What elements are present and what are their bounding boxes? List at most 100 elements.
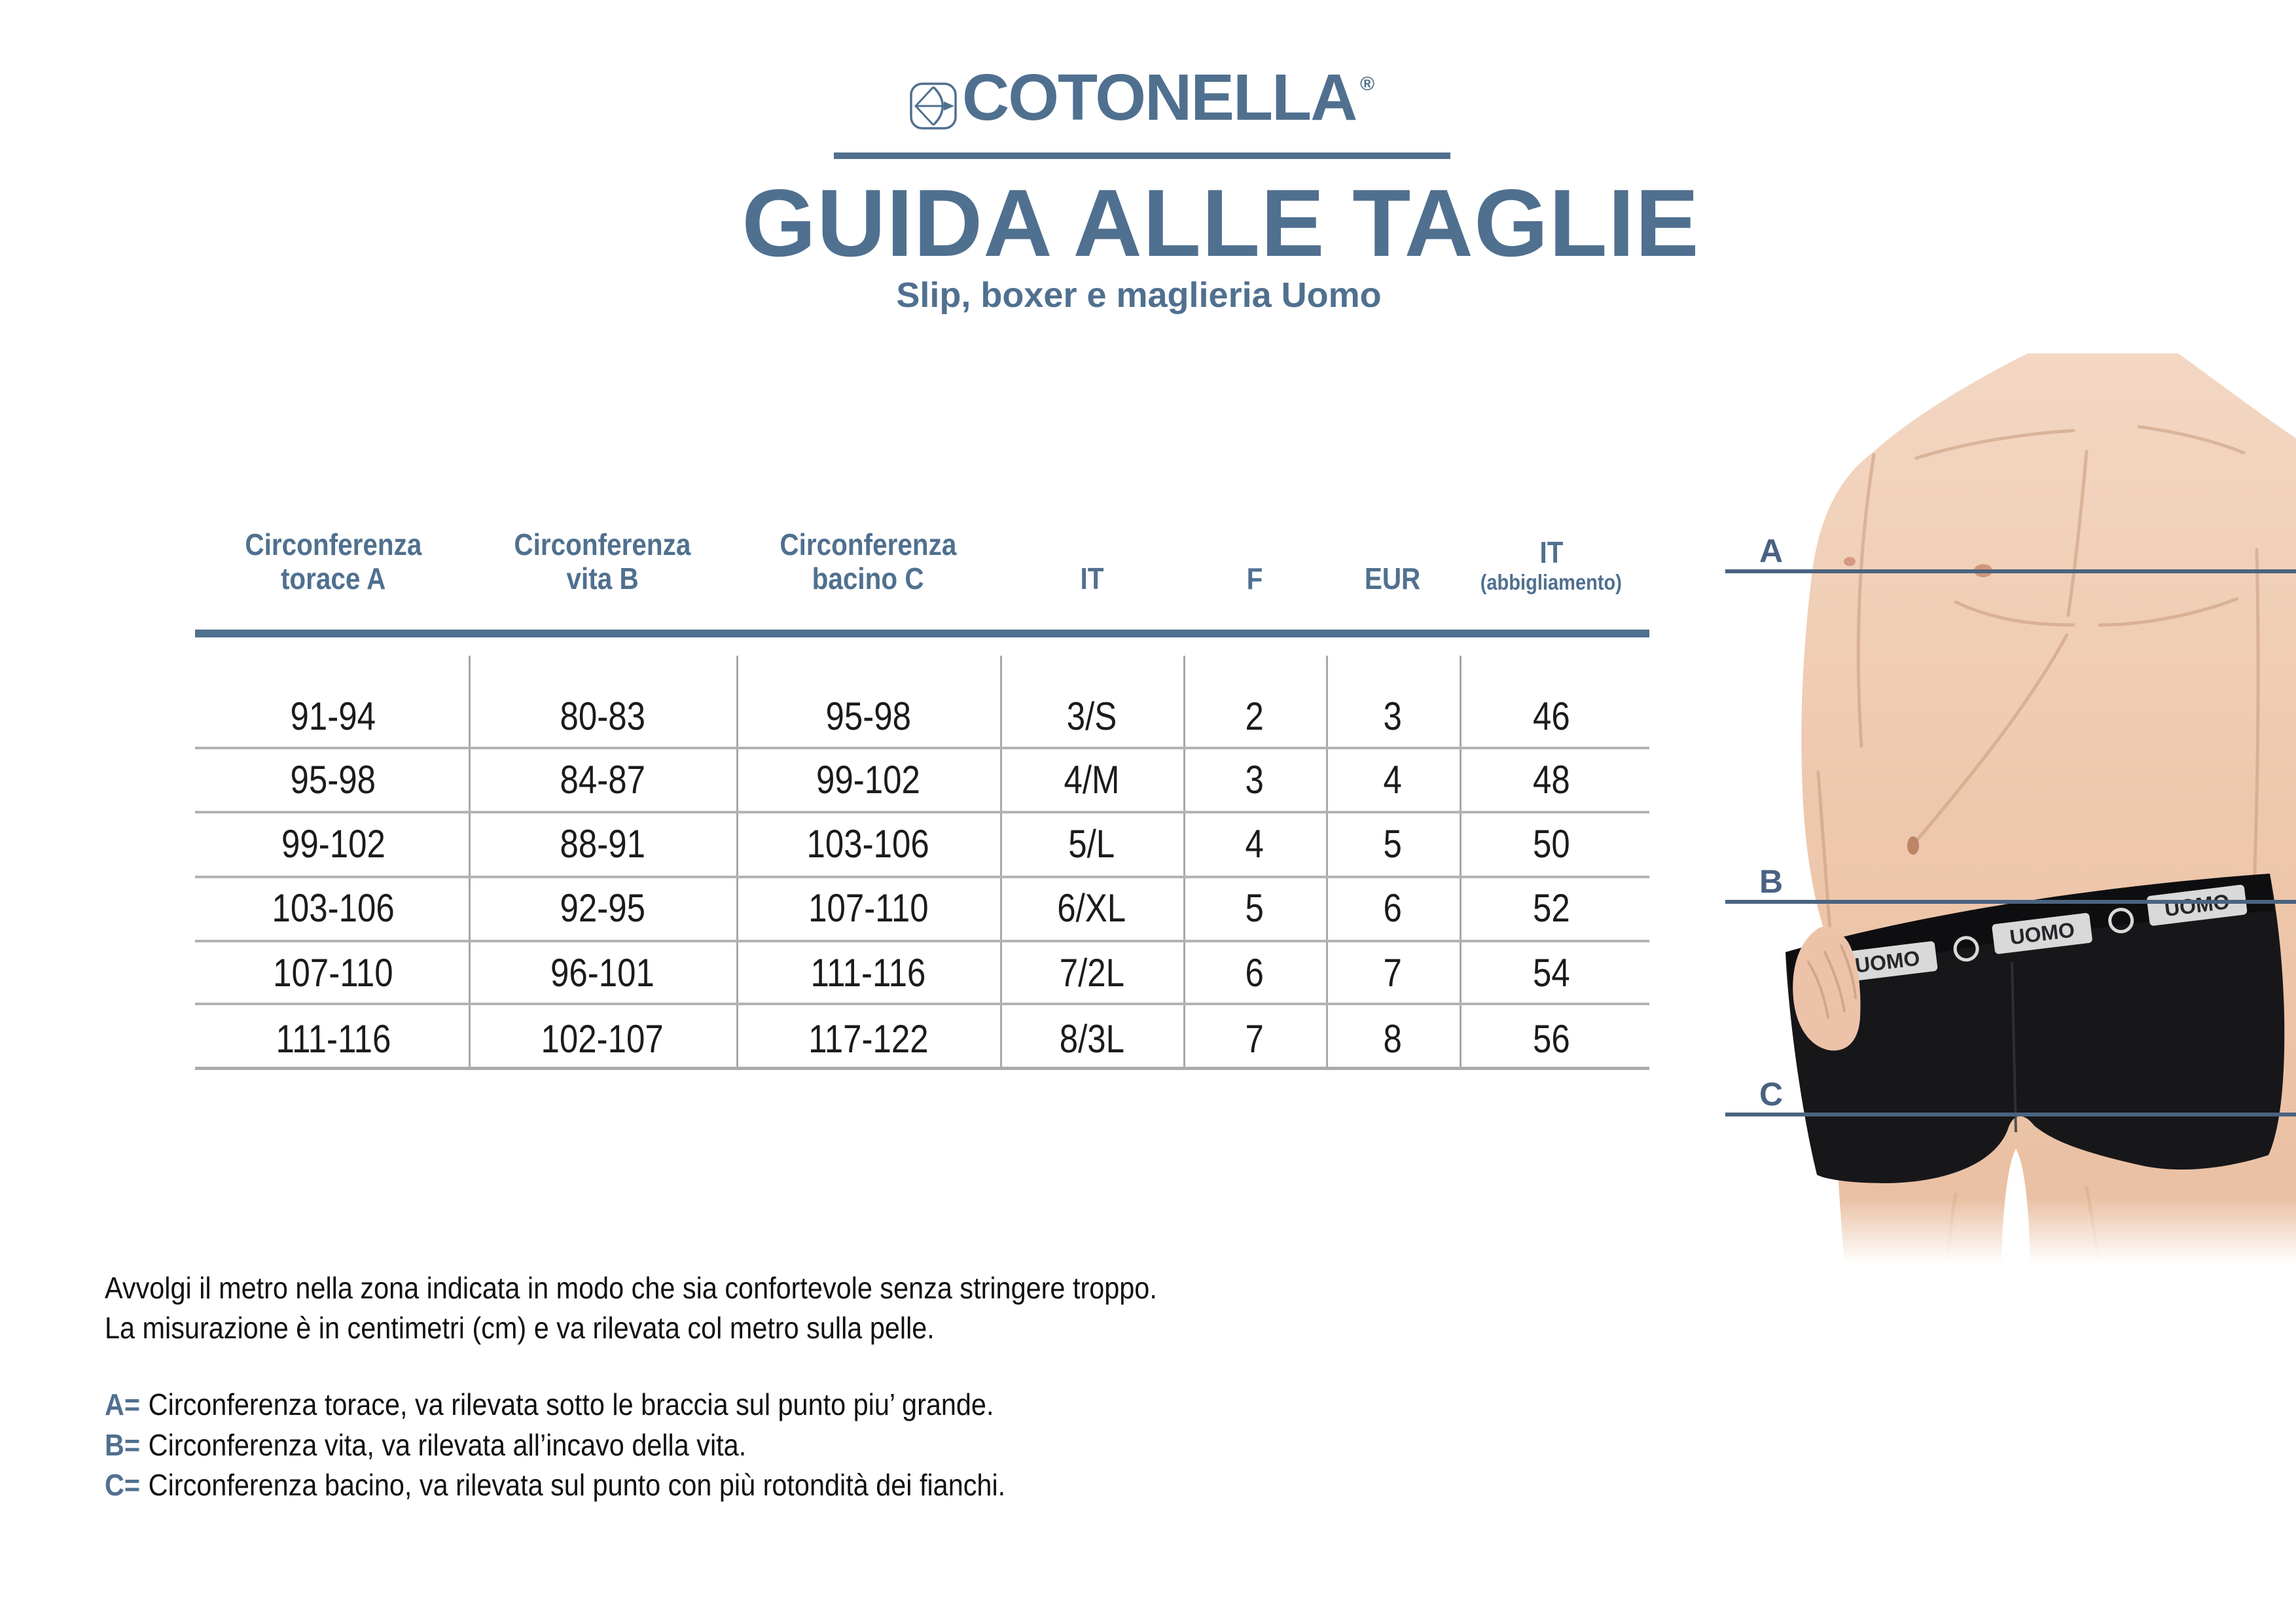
size-cell-r6-c4: 8/3L	[1059, 1017, 1124, 1061]
size-cell-r2-c2: 84-87	[560, 758, 645, 802]
col-header-it-label: IT	[1080, 562, 1103, 596]
size-cell-r6-c1: 111-116	[276, 1017, 391, 1061]
page-subtitle: Slip, boxer e maglieria Uomo	[896, 276, 1382, 315]
row-divider	[195, 811, 1649, 813]
col-header-f-label: F	[1246, 562, 1263, 596]
hand-shape	[1793, 926, 1861, 1051]
size-cell-r1-c6: 3	[1383, 694, 1403, 738]
table-bottom-rule	[195, 1067, 1649, 1070]
column-divider	[736, 656, 738, 1069]
size-cell-r5-c5: 6	[1245, 951, 1265, 995]
measure-label-b: B	[1759, 863, 1784, 900]
definition-a-prefix: A=	[105, 1387, 141, 1421]
column-divider	[469, 656, 471, 1069]
definition-b-text: Circonferenza vita, va rilevata all’inca…	[148, 1428, 747, 1462]
col-header-vita-line1: Circonferenza	[514, 527, 691, 562]
col-header-f: F	[1183, 527, 1326, 596]
definition-a: A= Circonferenza torace, va rilevata sott…	[105, 1385, 1092, 1424]
note-intro-line2-text: La misurazione è in centimetri (cm) e va…	[105, 1311, 935, 1345]
size-cell-r3-c5: 4	[1245, 822, 1265, 866]
logo-underline	[834, 152, 1450, 159]
size-cell-r4-c4: 6/XL	[1057, 886, 1126, 930]
size-cell-r3-c2: 88-91	[560, 822, 645, 866]
measure-line-a	[1725, 569, 2296, 573]
col-header-bacino-line2: bacino C	[812, 562, 924, 596]
col-header-it-abbigliamento: IT (abbigliamento)	[1460, 535, 1643, 596]
definition-b: B= Circonferenza vita, va rilevata all’in…	[105, 1425, 817, 1465]
size-cell-r1-c3: 95-98	[825, 694, 911, 738]
size-cell-r4-c1: 103-106	[272, 886, 395, 930]
waistband-logo-group: UOMO UOMO UOMO	[1837, 884, 2248, 982]
size-cell-r5-c3: 111-116	[810, 951, 926, 995]
cotonella-bow-icon	[910, 82, 957, 130]
definition-a-text: Circonferenza torace, va rilevata sotto …	[148, 1387, 994, 1421]
column-divider	[1000, 656, 1002, 1069]
note-intro-line1-text: Avvolgi il metro nella zona indicata in …	[105, 1271, 1157, 1305]
size-cell-r2-c3: 99-102	[816, 758, 920, 802]
size-cell-r4-c2: 92-95	[560, 886, 645, 930]
col-header-eur-label: EUR	[1365, 562, 1421, 596]
size-cell-r1-c7: 46	[1532, 694, 1570, 738]
size-cell-r2-c7: 48	[1532, 758, 1570, 802]
size-cell-r3-c6: 5	[1383, 822, 1403, 866]
col-header-bacino-line1: Circonferenza	[780, 527, 957, 562]
measure-label-a: A	[1759, 533, 1784, 569]
column-divider	[1460, 656, 1462, 1069]
row-divider	[195, 940, 1649, 942]
size-cell-r5-c7: 54	[1532, 951, 1570, 995]
col-header-it-abb-sublabel: (abbigliamento)	[1480, 570, 1623, 594]
size-cell-r6-c7: 56	[1532, 1017, 1570, 1061]
navel	[1907, 836, 1919, 855]
col-header-vita-line2: vita B	[566, 562, 639, 596]
registered-trademark: ®	[1360, 73, 1375, 95]
row-divider	[195, 747, 1649, 749]
size-cell-r4-c7: 52	[1532, 886, 1570, 930]
table-header-rule	[195, 630, 1649, 637]
size-cell-r1-c5: 2	[1245, 694, 1265, 738]
size-cell-r4-c6: 6	[1383, 886, 1403, 930]
size-cell-r1-c1: 91-94	[290, 694, 376, 738]
model-photo: UOMO UOMO UOMO	[1720, 353, 2296, 1263]
col-header-torace-line2: torace A	[280, 562, 386, 596]
size-cell-r2-c1: 95-98	[290, 758, 376, 802]
nipple-left	[1844, 557, 1856, 566]
row-divider	[195, 1003, 1649, 1005]
note-intro-line2: La misurazione è in centimetri (cm) e va…	[105, 1308, 1027, 1347]
definition-c-text: Circonferenza bacino, va rilevata sul pu…	[148, 1468, 1006, 1502]
size-cell-r4-c5: 5	[1245, 886, 1265, 930]
column-divider	[1183, 656, 1185, 1069]
size-cell-r3-c1: 99-102	[281, 822, 386, 866]
size-cell-r5-c1: 107-110	[273, 951, 393, 995]
measure-line-c	[1725, 1113, 2296, 1116]
page-title: GUIDA ALLE TAGLIE	[742, 169, 1700, 276]
definition-c-prefix: C=	[105, 1468, 141, 1502]
note-intro-line1: Avvolgi il metro nella zona indicata in …	[105, 1268, 1274, 1308]
row-divider	[195, 876, 1649, 878]
size-cell-r4-c3: 107-110	[808, 886, 929, 930]
col-header-it: IT	[1000, 527, 1183, 596]
col-header-vita: Circonferenza vita B	[469, 527, 736, 596]
size-cell-r3-c4: 5/L	[1068, 822, 1115, 866]
size-cell-r1-c2: 80-83	[560, 694, 645, 738]
column-divider	[1326, 656, 1328, 1069]
size-cell-r6-c5: 7	[1245, 1017, 1265, 1061]
size-cell-r3-c7: 50	[1532, 822, 1570, 866]
size-cell-r2-c6: 4	[1383, 758, 1403, 802]
size-cell-r6-c6: 8	[1383, 1017, 1403, 1061]
size-cell-r2-c4: 4/M	[1064, 758, 1120, 802]
definition-b-prefix: B=	[105, 1428, 141, 1462]
size-cell-r5-c4: 7/2L	[1059, 951, 1124, 995]
col-header-torace: Circonferenza torace A	[198, 527, 469, 596]
size-cell-r1-c4: 3/S	[1066, 694, 1117, 738]
size-cell-r5-c2: 96-101	[550, 951, 655, 995]
size-cell-r6-c3: 117-122	[808, 1017, 929, 1061]
col-header-it-abb-label: IT	[1539, 535, 1563, 569]
size-cell-r6-c2: 102-107	[541, 1017, 664, 1061]
col-header-eur: EUR	[1326, 527, 1460, 596]
brand-wordmark: COTONELLA	[962, 61, 1357, 134]
size-cell-r5-c6: 7	[1383, 951, 1403, 995]
size-cell-r3-c3: 103-106	[806, 822, 930, 866]
col-header-bacino: Circonferenza bacino C	[736, 527, 1000, 596]
size-cell-r2-c5: 3	[1245, 758, 1265, 802]
